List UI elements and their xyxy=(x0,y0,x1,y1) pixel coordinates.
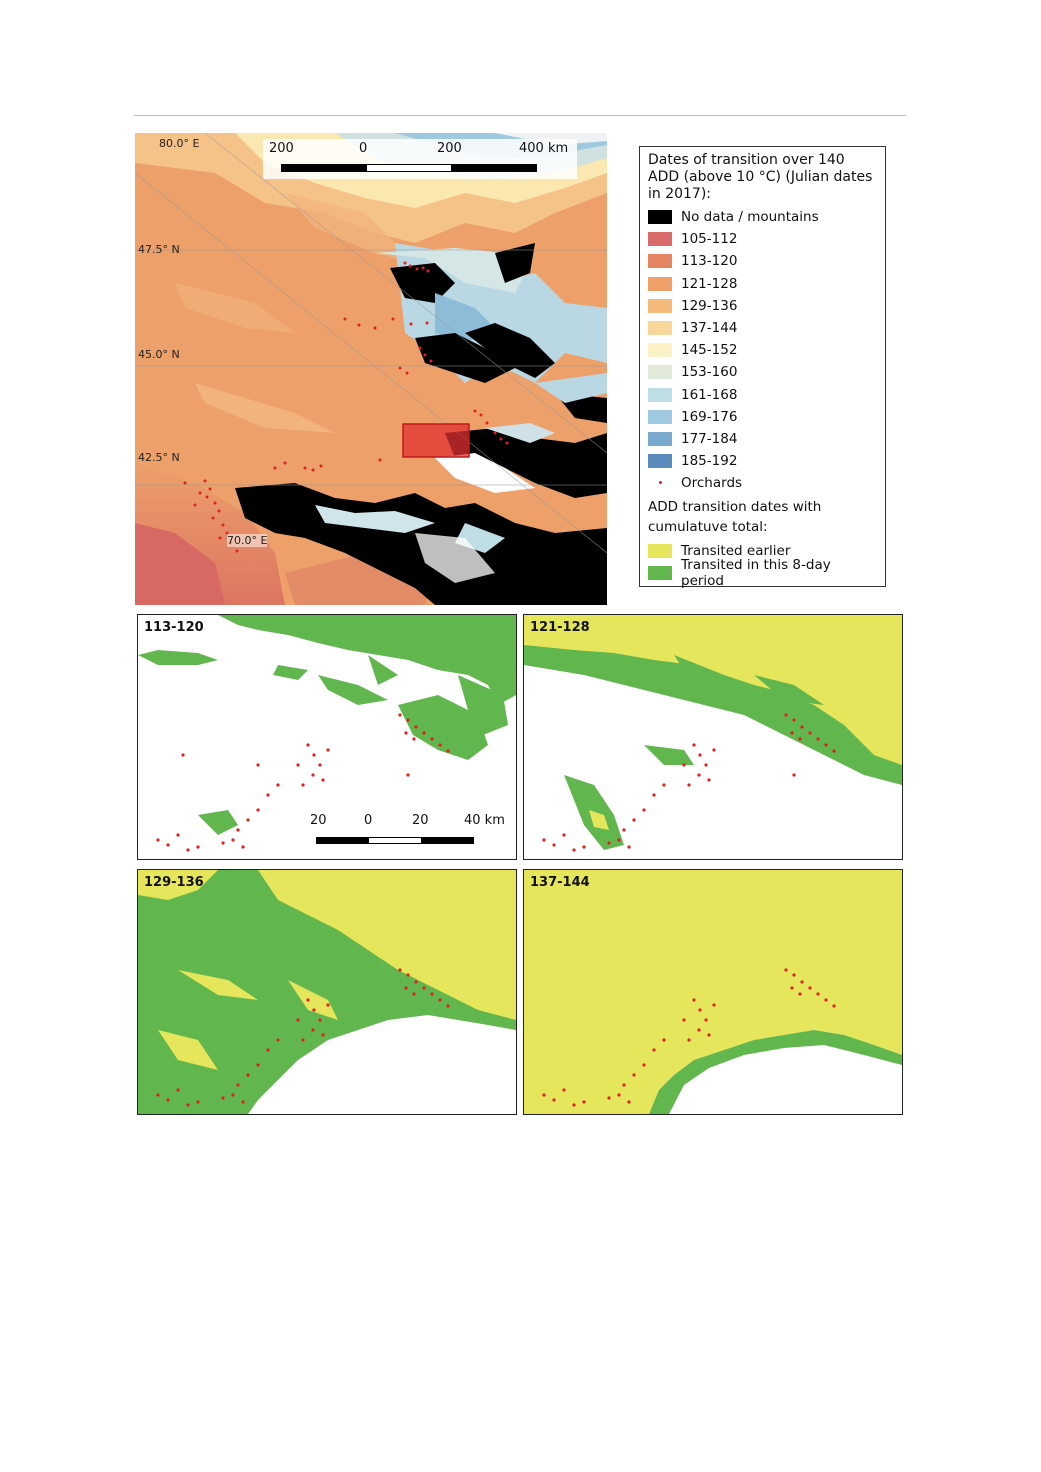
panel-map xyxy=(138,870,516,1114)
legend-swatch xyxy=(648,431,672,446)
legend-cumulative-label: Transited in this 8-day period xyxy=(681,556,831,589)
panel-map xyxy=(524,615,902,859)
lon-label-80e: 80.0° E xyxy=(159,137,200,150)
inset-scale-label-2: 20 xyxy=(412,813,429,828)
legend-item-label: 185-192 xyxy=(681,453,738,470)
legend-swatch xyxy=(648,232,672,247)
panel-map xyxy=(524,870,902,1114)
legend-item: 177-184 xyxy=(648,428,877,450)
legend-swatch xyxy=(648,454,672,469)
overview-scale-bar: 200 0 200 400 km xyxy=(263,139,577,179)
lat-label-42-5n: 42.5° N xyxy=(138,451,180,464)
panel-map xyxy=(138,615,516,859)
legend-item: 153-160 xyxy=(648,361,877,383)
study-area-box xyxy=(402,423,470,458)
legend-item: 129-136 xyxy=(648,295,877,317)
legend-subtitle: ADD transition dates with cumulatuve tot… xyxy=(648,499,822,536)
legend-swatch xyxy=(648,321,672,336)
scale-label-3: 400 km xyxy=(519,141,569,156)
legend-item-label: 177-184 xyxy=(681,430,738,447)
lon-label-70e: 70.0° E xyxy=(227,534,268,547)
scale-label-2: 200 xyxy=(437,141,462,156)
overview-map: 80.0° E 47.5° N 45.0° N 42.5° N 70.0° E … xyxy=(135,133,607,605)
panel-orchards xyxy=(156,968,450,1107)
legend-swatch xyxy=(648,210,672,225)
panel-orchards xyxy=(542,968,836,1107)
legend-title: Dates of transition over 140 ADD (above … xyxy=(648,152,873,202)
inset-scale-label-0: 20 xyxy=(310,813,327,828)
panel-121-128: 121-128 xyxy=(523,614,903,860)
inset-scale-bar: 20 0 20 40 km xyxy=(306,811,516,851)
legend-cumulative-label: Transited earlier xyxy=(681,542,791,559)
scale-bar-graphic xyxy=(281,164,537,172)
legend-item: No data / mountains xyxy=(648,206,877,228)
panel-label: 113-120 xyxy=(144,620,204,635)
legend-orchards-label: Orchards xyxy=(681,475,743,492)
orchard-dot-icon xyxy=(648,476,672,490)
panel-label: 137-144 xyxy=(530,875,590,890)
legend-item-label: 153-160 xyxy=(681,364,738,381)
legend-cumulative-list: Transited earlier Transited in this 8-day… xyxy=(648,539,877,589)
legend-item: 145-152 xyxy=(648,339,877,361)
inset-scale-graphic xyxy=(316,837,474,844)
legend-item: 105-112 xyxy=(648,228,877,250)
legend-item: 169-176 xyxy=(648,406,877,428)
legend-swatch xyxy=(648,298,672,313)
legend-swatch xyxy=(648,254,672,269)
scale-label-0: 200 xyxy=(269,141,294,156)
panel-129-136: 129-136 xyxy=(137,869,517,1115)
panel-label: 121-128 xyxy=(530,620,590,635)
legend-item-label: 105-112 xyxy=(681,231,738,248)
legend-item-label: No data / mountains xyxy=(681,209,819,226)
legend-item-label: 137-144 xyxy=(681,320,738,337)
legend-swatch xyxy=(648,565,672,580)
top-rule xyxy=(134,115,906,116)
legend-item-label: 129-136 xyxy=(681,297,738,314)
overview-orchards xyxy=(183,261,509,553)
legend-orchards-row: Orchards xyxy=(648,472,877,494)
legend-item-label: 121-128 xyxy=(681,275,738,292)
legend-swatch xyxy=(648,387,672,402)
legend-item-label: 145-152 xyxy=(681,342,738,359)
legend-item: 121-128 xyxy=(648,273,877,295)
legend-cumulative-item: Transited in this 8-day period xyxy=(648,557,877,589)
legend-item: 185-192 xyxy=(648,450,877,472)
overview-map-raster xyxy=(135,133,607,605)
legend-item-label: 169-176 xyxy=(681,408,738,425)
panel-113-120: 113-120 20 0 20 4 xyxy=(137,614,517,860)
legend-swatch xyxy=(648,276,672,291)
panel-137-144: 137-144 xyxy=(523,869,903,1115)
inset-scale-label-3: 40 km xyxy=(464,813,505,828)
legend-item: 137-144 xyxy=(648,317,877,339)
lat-label-45n: 45.0° N xyxy=(138,348,180,361)
legend-cumulative-item: Transited earlier xyxy=(648,539,877,561)
panel-orchards xyxy=(156,713,450,852)
legend-swatch xyxy=(648,365,672,380)
legend-item: 161-168 xyxy=(648,384,877,406)
panel-label: 129-136 xyxy=(144,875,204,890)
legend-item-label: 161-168 xyxy=(681,386,738,403)
inset-scale-label-1: 0 xyxy=(364,813,373,828)
legend-item: 113-120 xyxy=(648,250,877,272)
scale-label-1: 0 xyxy=(359,141,368,156)
legend-swatch xyxy=(648,343,672,358)
legend-class-list: No data / mountains 105-112 113-120 121-128… xyxy=(648,206,877,472)
lat-label-47-5n: 47.5° N xyxy=(138,243,180,256)
panel-orchards xyxy=(542,713,836,852)
legend-swatch xyxy=(648,409,672,424)
map-legend: Dates of transition over 140 ADD (above … xyxy=(639,146,886,589)
legend-swatch xyxy=(648,543,672,558)
legend-item-label: 113-120 xyxy=(681,253,738,270)
